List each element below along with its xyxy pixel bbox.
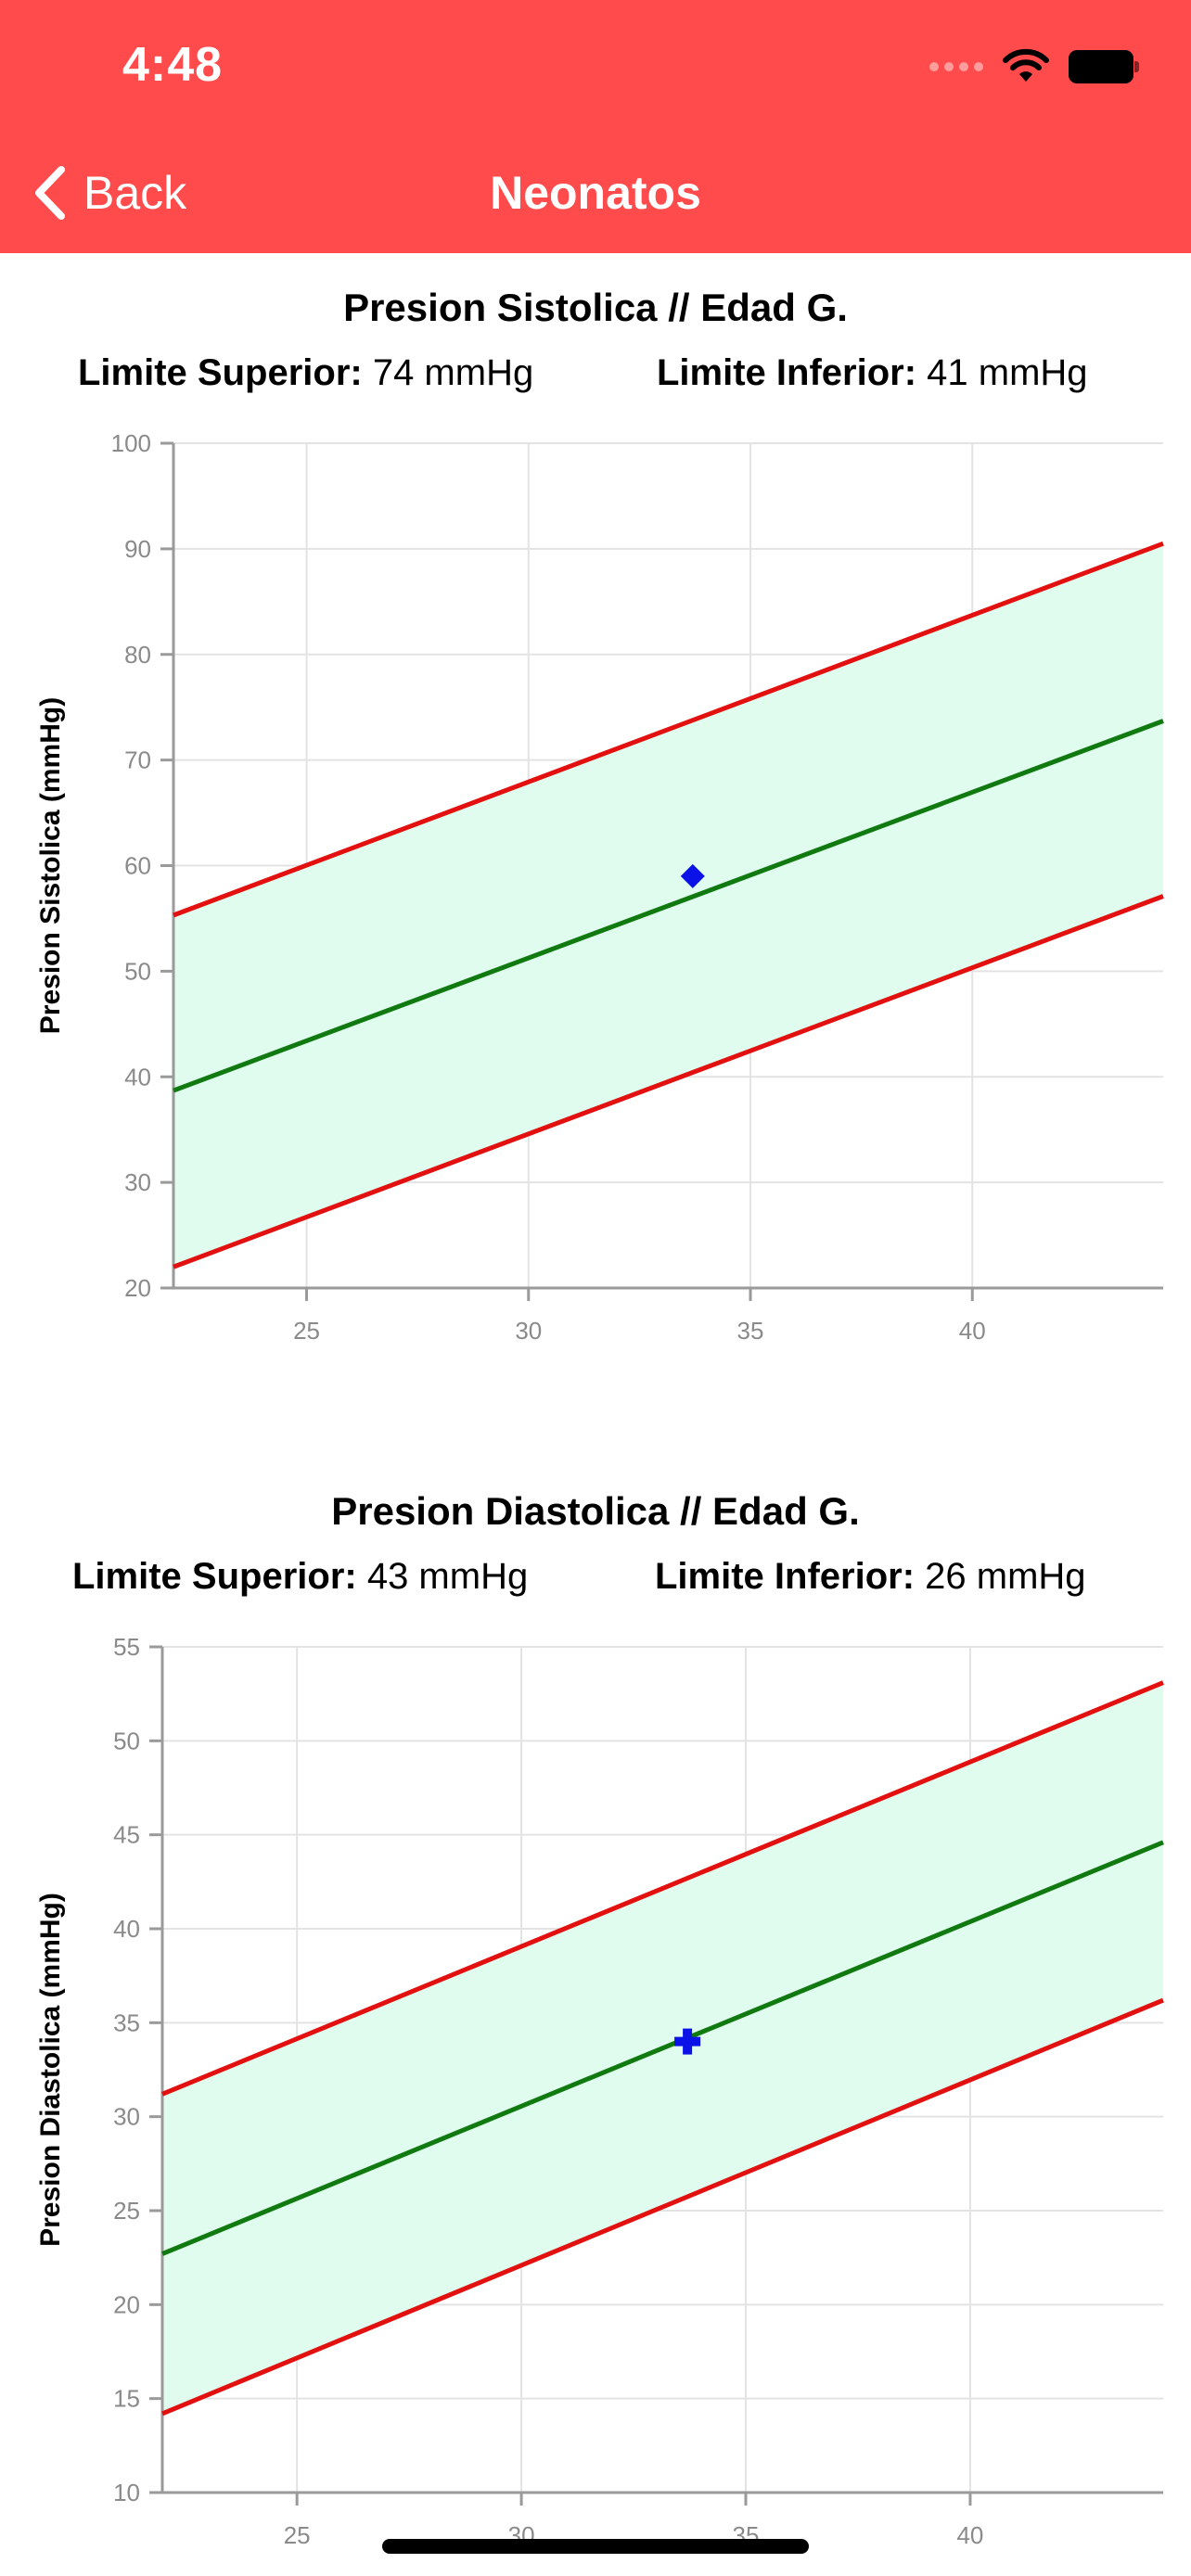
battery-icon: [1069, 50, 1139, 83]
y-tick-label: 40: [113, 1915, 140, 1943]
y-axis-label: Presion Sistolica (mmHg): [35, 697, 66, 1034]
series-line-lower-limit: [173, 894, 1164, 1269]
upper-limit-label: Limite Superior:: [78, 352, 363, 393]
upper-limit-value: 43 mmHg: [366, 1556, 529, 1597]
series-line-median: [161, 1840, 1164, 2256]
x-tick-label: 25: [284, 2521, 311, 2549]
lower-limit-label: Limite Inferior:: [655, 1556, 916, 1597]
upper-limit-label: Limite Superior:: [72, 1556, 357, 1597]
y-tick-label: 35: [113, 2009, 140, 2036]
cellular-signal-icon: [929, 62, 983, 71]
systolic-chart: 20 30 40 50 60 70 80 90 100 25 30 35 40 Presion Sisto…: [35, 429, 1164, 1345]
lower-limit-value: 26 mmHg: [925, 1556, 1086, 1597]
y-tick-label: 10: [113, 2479, 140, 2506]
chart-title-diastolic: Presion Diastolica // Edad G.: [331, 1489, 860, 1533]
lower-limit-label: Limite Inferior:: [657, 352, 917, 393]
lower-limit-value: 41 mmHg: [927, 352, 1088, 393]
navigation-bar: 4:48 Back Neonatos: [0, 0, 1191, 253]
x-tick-label: 25: [293, 1317, 320, 1345]
y-tick-label: 50: [124, 957, 151, 985]
x-tick-label: 30: [515, 1317, 542, 1345]
patient-marker: [674, 2028, 701, 2055]
lower-limit-systolic: Limite Inferior: 41 mmHg: [657, 352, 1088, 394]
x-tick-label: 40: [959, 1317, 986, 1345]
y-tick-label: 15: [113, 2385, 140, 2413]
patient-marker: [680, 863, 705, 888]
series-line-lower-limit: [161, 1997, 1164, 2417]
upper-limit-diastolic: Limite Superior: 43 mmHg: [72, 1556, 528, 1598]
y-tick-label: 90: [124, 535, 151, 563]
back-label: Back: [83, 167, 187, 219]
x-tick-label: 40: [956, 2521, 983, 2549]
series-line-upper-limit: [161, 1680, 1164, 2097]
chart-title-systolic: Presion Sistolica // Edad G.: [343, 286, 848, 329]
y-axis-label: Presion Diastolica (mmHg): [35, 1893, 66, 2247]
y-tick-label: 100: [111, 429, 151, 457]
series-line-median: [173, 719, 1164, 1093]
upper-limit-systolic: Limite Superior: 74 mmHg: [78, 352, 533, 394]
series-line-upper-limit: [173, 541, 1164, 918]
x-tick-label: 35: [737, 1317, 764, 1345]
y-tick-label: 45: [113, 1821, 140, 1849]
status-icons: [929, 46, 1139, 87]
y-tick-label: 30: [113, 2103, 140, 2131]
lower-limit-diastolic: Limite Inferior: 26 mmHg: [655, 1556, 1086, 1598]
wifi-icon: [1003, 48, 1049, 82]
upper-limit-value: 74 mmHg: [372, 352, 534, 393]
y-tick-label: 60: [124, 852, 151, 880]
back-button[interactable]: Back: [33, 158, 186, 228]
page-title: Neonatos: [490, 167, 701, 219]
chevron-left-icon: [35, 166, 65, 220]
y-tick-label: 70: [124, 746, 151, 774]
y-tick-label: 25: [113, 2197, 140, 2225]
y-tick-label: 50: [113, 1727, 140, 1754]
y-tick-label: 20: [124, 1274, 151, 1302]
y-tick-label: 40: [124, 1063, 151, 1090]
y-tick-label: 80: [124, 641, 151, 669]
status-time: 4:48: [122, 38, 224, 92]
home-indicator: [382, 2539, 809, 2554]
y-tick-label: 30: [124, 1168, 151, 1196]
y-tick-label: 55: [113, 1633, 140, 1661]
y-tick-label: 20: [113, 2290, 140, 2318]
